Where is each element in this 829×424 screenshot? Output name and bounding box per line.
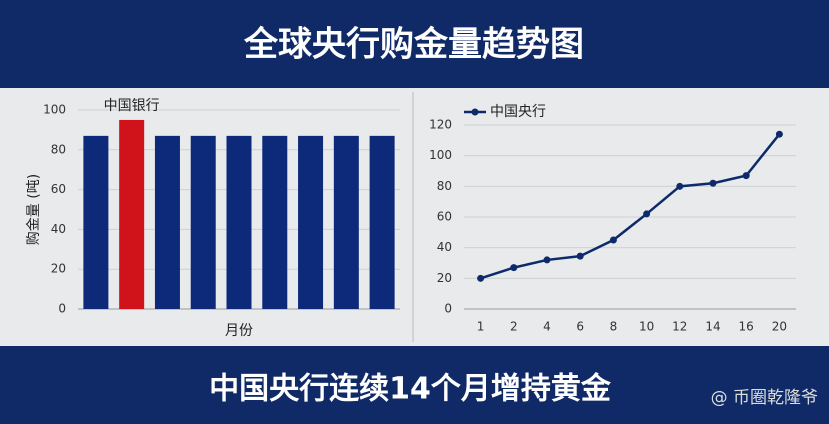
x-tick-label: 12 [672,320,687,334]
y-tick-label: 0 [444,302,452,316]
y-axis-label: 购金量 (吨) [26,174,42,245]
x-tick-label: 8 [610,320,618,334]
point [709,179,717,187]
y-tick-label: 80 [51,142,66,156]
point [609,236,617,244]
bar [333,135,359,309]
x-tick-label: 6 [576,320,584,334]
top-banner [0,0,829,88]
y-tick-label: 40 [51,222,66,236]
bar [119,119,145,309]
point [775,130,783,138]
y-tick-label: 20 [51,262,66,276]
point [676,182,684,190]
y-tick-label: 80 [437,179,452,193]
y-tick-label: 100 [43,103,66,117]
x-axis-label: 月份 [225,323,253,339]
bar-annotation: 中国银行 [104,98,160,114]
page-title: 全球央行购金量趋势图 [243,25,584,65]
point [477,274,485,282]
bar [262,135,288,309]
x-tick-label: 16 [739,320,754,334]
bar [226,135,252,309]
y-tick-label: 60 [51,182,66,196]
x-tick-label: 10 [639,320,654,334]
y-tick-label: 60 [437,210,452,224]
y-tick-label: 40 [437,240,452,254]
line [480,133,781,280]
y-tick-label: 120 [429,118,452,132]
bar [298,135,324,309]
legend-label: 中国央行 [490,104,546,120]
x-tick-label: 14 [705,320,720,334]
x-tick-label: 20 [772,320,787,334]
point [510,264,518,272]
bar [369,135,395,309]
bar [154,135,180,309]
y-tick-label: 20 [437,271,452,285]
bar [83,135,109,309]
x-tick-label: 4 [543,320,551,334]
y-tick-label: 0 [58,302,66,316]
y-tick-label: 100 [429,148,452,162]
legend-marker [471,108,479,116]
point [643,210,651,218]
watermark: @ 币圈乾隆爷 [711,388,818,408]
point [742,172,750,180]
bottom-banner [0,346,829,424]
point [543,256,551,264]
x-tick-label: 1 [477,320,485,334]
x-tick-label: 2 [510,320,518,334]
point [576,252,584,260]
bar [190,135,216,309]
caption: 中国央行连续14个月增持黄金 [209,372,612,407]
